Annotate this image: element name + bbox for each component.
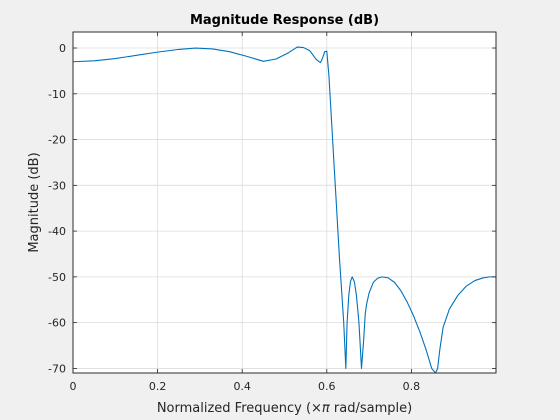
y-axis-label: Magnitude (dB) xyxy=(27,152,42,252)
x-tick-labels: 0 0.2 0.4 0.6 0.8 xyxy=(70,380,421,393)
y-tick-label: -70 xyxy=(48,362,66,375)
chart-title: Magnitude Response (dB) xyxy=(190,13,379,28)
y-tick-label: -20 xyxy=(48,134,66,147)
y-tick-label: 0 xyxy=(59,42,66,55)
y-tick-label: -50 xyxy=(48,271,66,284)
x-axis-label-pi: ×π xyxy=(311,401,330,416)
y-tick-labels: 0 -10 -20 -30 -40 -50 -60 -70 xyxy=(48,42,66,375)
plot-frame xyxy=(72,31,497,374)
x-axis-label-suffix: rad/sample) xyxy=(330,401,412,416)
x-axis-label-prefix: Normalized Frequency ( xyxy=(157,401,311,416)
x-tick-label: 0.2 xyxy=(149,380,167,393)
x-tick-label: 0.6 xyxy=(318,380,336,393)
x-axis-label: Normalized Frequency (×π rad/sample) xyxy=(157,401,412,416)
y-tick-label: -40 xyxy=(48,225,66,238)
x-tick-label: 0.4 xyxy=(233,380,251,393)
x-tick-label: 0.8 xyxy=(403,380,421,393)
magnitude-series-line xyxy=(72,46,496,374)
tick-marks xyxy=(72,32,496,373)
plot-area xyxy=(72,31,497,374)
y-tick-label: -60 xyxy=(48,317,66,330)
grid-lines xyxy=(73,32,496,373)
y-tick-label: -30 xyxy=(48,179,66,192)
x-tick-label: 0 xyxy=(70,380,77,393)
y-tick-label: -10 xyxy=(48,88,66,101)
series-layer xyxy=(72,46,496,374)
